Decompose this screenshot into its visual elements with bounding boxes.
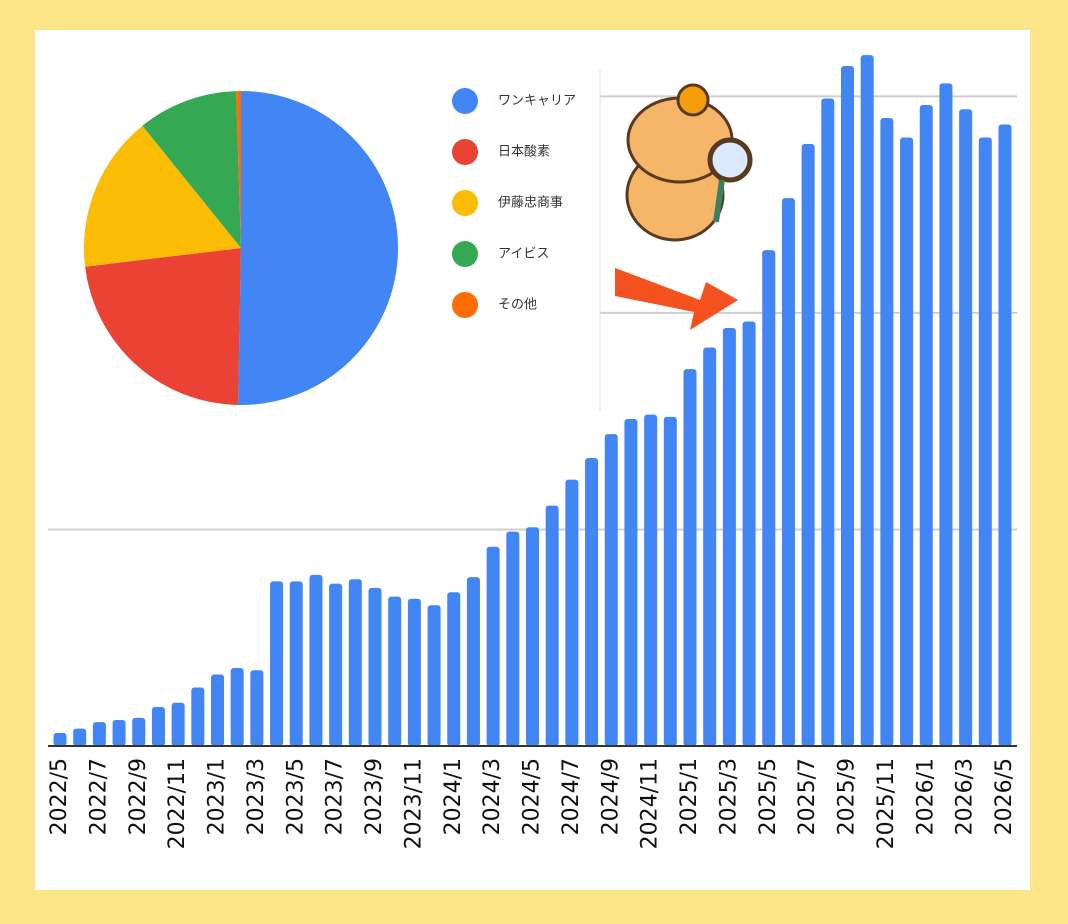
bar [191,687,205,746]
bar [92,722,106,746]
cat-illustration [625,83,753,242]
x-tick-label: 2025/3 [716,758,741,835]
bar [348,579,362,746]
bar [703,347,717,746]
x-tick-label: 2024/9 [598,758,623,835]
bar [309,574,323,746]
legend-label: アイビス [498,247,549,262]
x-tick-label: 2023/3 [244,758,269,835]
x-tick-label: 2025/9 [835,758,860,835]
pie-slice [85,248,241,405]
legend-swatch [452,190,478,216]
x-tick-label: 2023/5 [283,758,308,835]
x-tick-label: 2026/3 [953,758,978,835]
bar [663,416,677,746]
bar [132,717,146,746]
x-tick-label: 2023/9 [362,758,387,835]
bar [211,674,224,746]
pie-slice [142,91,241,248]
x-tick-label: 2023/7 [323,758,348,835]
bar [230,668,244,746]
bar [407,598,421,746]
bar [112,720,126,746]
bar [604,434,618,746]
x-tick-label: 2023/11 [401,758,426,849]
bar-chart: 2022/5 2022/7 2022/9 2022/11 2023/1 2023/3 202… [47,55,1017,849]
legend-swatch [452,88,478,114]
legend-swatch [452,139,478,165]
bar [585,457,599,746]
bar [781,198,795,747]
legend-label: その他 [498,298,537,313]
bar [959,109,973,746]
bar [841,65,854,746]
x-tick-label: 2022/5 [47,758,72,835]
bar [329,583,343,746]
bar [742,321,756,746]
bar [801,143,815,747]
x-tick-label: 2024/1 [441,758,466,835]
legend-label: 日本酸素 [498,145,550,160]
x-tick-label: 2024/3 [480,758,505,835]
pie-slice [83,125,241,267]
bar [486,546,500,746]
bar [821,98,835,746]
bar [545,505,559,746]
x-tick-label: 2025/5 [756,758,781,835]
bar [526,527,539,746]
pie-slice [238,91,399,405]
bar [624,418,638,746]
x-tick-label: 2022/9 [126,758,151,835]
bar [368,587,382,746]
x-tick-label: 2024/11 [638,758,663,849]
x-tick-label: 2025/7 [795,758,820,835]
bar [447,592,461,746]
bar [978,137,992,747]
x-tick-label: 2025/1 [677,758,702,835]
bar [427,605,441,746]
magnifier-handle [713,179,725,223]
x-tick-label: 2024/5 [520,758,545,835]
bar [644,414,658,746]
bar [722,328,736,746]
bar [860,55,874,746]
bar [506,531,520,746]
legend-swatch [452,241,478,267]
bar [466,577,480,746]
bar [900,137,914,747]
arrow-shape [615,268,738,330]
bar [171,702,185,746]
x-tick-label: 2022/11 [165,758,190,849]
x-tick-label: 2025/11 [874,758,899,849]
bar [998,124,1012,746]
pie-slice [236,91,241,248]
bar [151,707,165,746]
bar [388,596,402,746]
legend-label: ワンキャリア [498,94,576,109]
legend-swatch [452,292,478,318]
legend-label: 伊藤忠商事 [498,196,563,211]
x-tick-label: 2022/7 [86,758,111,835]
bar [250,670,264,746]
tangerine [676,83,710,117]
bar [53,733,67,746]
x-tick-label: 2023/1 [205,758,230,835]
x-tick-label: 2026/5 [992,758,1017,835]
bar [270,581,284,746]
x-tick-label: 2026/1 [913,758,938,835]
bar [939,83,953,747]
bar [919,104,933,747]
bar [73,728,87,746]
arrow [615,268,738,330]
bar [289,581,303,746]
bar [880,117,894,746]
bar [683,369,697,746]
bar [762,250,776,746]
x-tick-label: 2024/7 [559,758,584,835]
magnifier [707,137,753,183]
bar [565,479,579,746]
